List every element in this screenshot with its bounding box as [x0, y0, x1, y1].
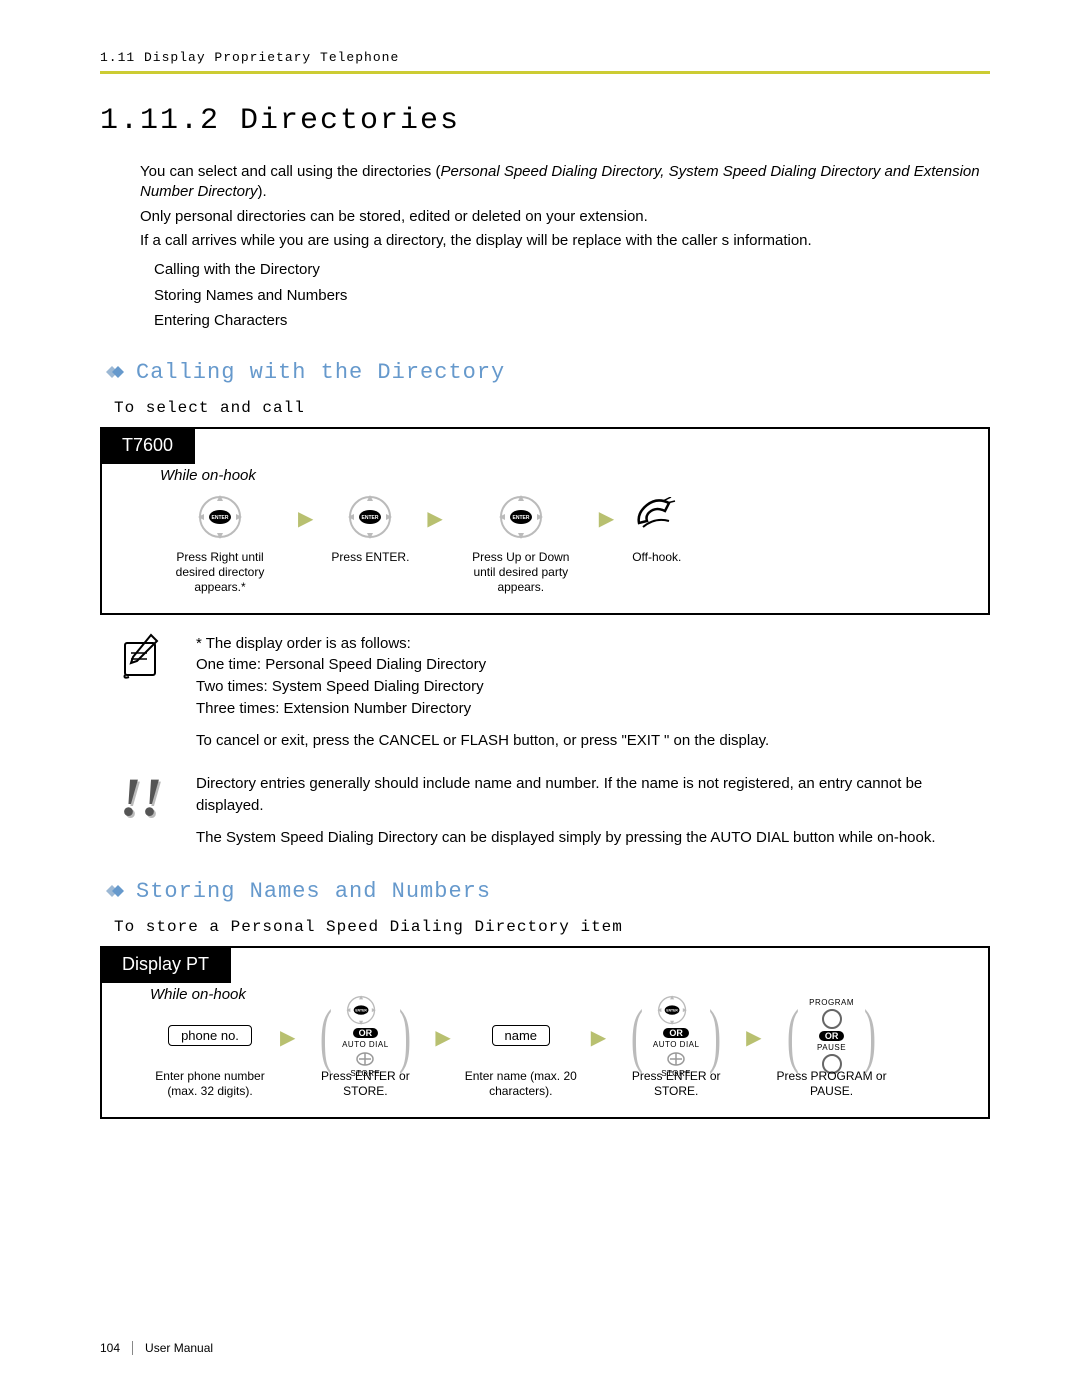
- nav-enter-icon: [346, 493, 394, 541]
- nav-enter-icon: [196, 493, 244, 541]
- or-label: OR: [663, 1028, 689, 1038]
- diamond-icon: [100, 881, 126, 901]
- step: phone no. Enter phone number (max. 32 di…: [150, 1009, 270, 1099]
- notepad-icon: [114, 633, 168, 752]
- arrow-icon: ▶: [591, 1025, 606, 1050]
- diamond-icon: [100, 362, 126, 382]
- topic-item: Calling with the Directory: [154, 257, 990, 283]
- note-text: Directory entries generally should inclu…: [196, 773, 990, 848]
- model-tab: Display PT: [100, 946, 231, 983]
- arrow-icon: ▶: [435, 1025, 450, 1050]
- page-footer: 104 User Manual: [100, 1341, 213, 1355]
- note-text: * The display order is as follows: One t…: [196, 633, 990, 752]
- running-head: 1.11 Display Proprietary Telephone: [100, 50, 990, 65]
- intro-p3: If a call arrives while you are using a …: [140, 231, 990, 251]
- arrow-icon: ▶: [746, 1025, 761, 1050]
- store-button-icon: [355, 1051, 375, 1067]
- nav-enter-icon: [345, 994, 385, 1026]
- warning-icon: !!: [114, 773, 168, 848]
- arrow-icon: ▶: [599, 506, 614, 531]
- step: Off-hook.: [632, 490, 681, 565]
- header-rule: [100, 71, 990, 74]
- step: ( OR AUTO DIAL STORE ) Press ENTER or ST…: [305, 1009, 425, 1099]
- arrow-icon: ▶: [298, 506, 313, 531]
- section-title: Calling with the Directory: [136, 360, 505, 385]
- intro-p2: Only personal directories can be stored,…: [140, 207, 990, 227]
- arrow-icon: ▶: [427, 506, 442, 531]
- hook-label: While on-hook: [160, 467, 966, 484]
- topic-list: Calling with the Directory Storing Names…: [154, 257, 990, 334]
- procedure-heading: To select and call: [114, 399, 990, 417]
- or-label: OR: [819, 1031, 845, 1041]
- store-button-icon: [666, 1051, 686, 1067]
- arrow-icon: ▶: [280, 1025, 295, 1050]
- step: ( PROGRAM OR PAUSE ) Press PROGRAM or PA…: [772, 1009, 892, 1099]
- topic-item: Entering Characters: [154, 308, 990, 334]
- autodial-label: AUTO DIAL: [342, 1040, 389, 1049]
- pause-label: PAUSE: [817, 1043, 846, 1052]
- step: Press Right until desired directory appe…: [160, 490, 280, 595]
- input-chip: name: [492, 1025, 551, 1046]
- procedure-box: Display PT While on-hook phone no. Enter…: [100, 946, 990, 1119]
- section-title: Storing Names and Numbers: [136, 879, 491, 904]
- topic-item: Storing Names and Numbers: [154, 283, 990, 309]
- or-label: OR: [353, 1028, 379, 1038]
- program-label: PROGRAM: [809, 998, 854, 1007]
- round-button-icon: [822, 1009, 842, 1029]
- step: name Enter name (max. 20 characters).: [461, 1009, 581, 1099]
- page-title: 1.11.2 Directories: [100, 104, 990, 138]
- step: Press Up or Down until desired party app…: [461, 490, 581, 595]
- model-tab: T7600: [100, 427, 195, 464]
- footer-label: User Manual: [145, 1341, 213, 1355]
- input-chip: phone no.: [168, 1025, 252, 1046]
- intro-p1: You can select and call using the direct…: [140, 162, 990, 203]
- page-number: 104: [100, 1341, 120, 1355]
- nav-enter-icon: [656, 994, 696, 1026]
- step: Press ENTER.: [331, 490, 409, 565]
- handset-icon: [633, 497, 681, 537]
- procedure-box: T7600 While on-hook Press Right until de…: [100, 427, 990, 615]
- step: ( OR AUTO DIAL STORE ) Press ENTER or ST…: [616, 1009, 736, 1099]
- nav-enter-icon: [497, 493, 545, 541]
- autodial-label: AUTO DIAL: [653, 1040, 700, 1049]
- procedure-heading: To store a Personal Speed Dialing Direct…: [114, 918, 990, 936]
